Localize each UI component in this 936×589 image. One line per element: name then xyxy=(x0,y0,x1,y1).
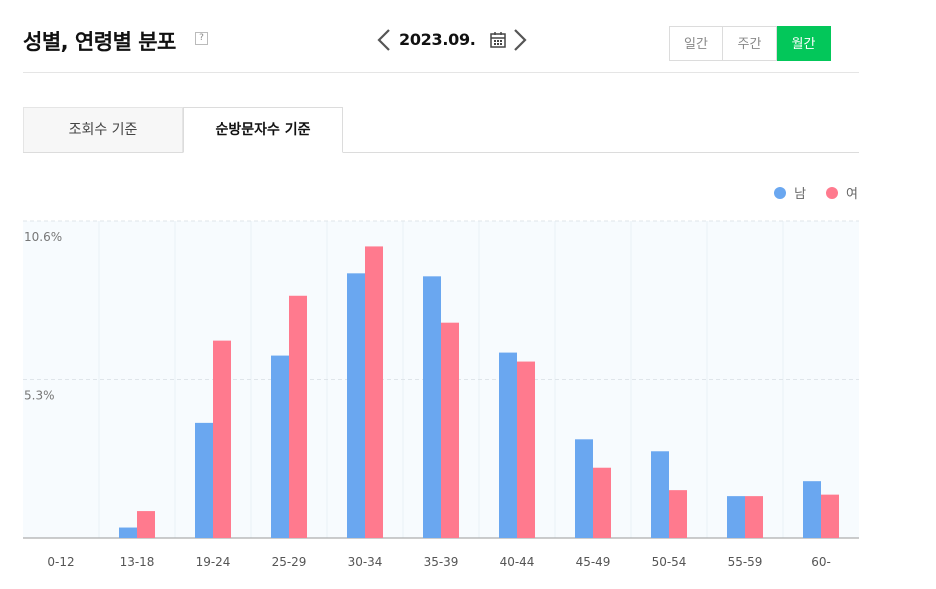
chevron-left-icon[interactable] xyxy=(376,28,392,52)
tab-bar: 조회수 기준 순방문자수 기준 xyxy=(23,107,859,153)
chart-legend: 남 여 xyxy=(774,183,858,202)
x-tick-label: 19-24 xyxy=(196,555,231,569)
calendar-icon[interactable] xyxy=(490,31,506,48)
bar-male-40-44 xyxy=(499,352,517,538)
legend-label-female: 여 xyxy=(846,187,858,202)
x-tick-label: 40-44 xyxy=(500,555,535,569)
legend-item-male[interactable]: 남 xyxy=(774,183,806,202)
bar-male-13-18 xyxy=(119,527,137,538)
bar-male-30-34 xyxy=(347,273,365,538)
bar-female-50-54 xyxy=(669,490,687,538)
chevron-right-icon[interactable] xyxy=(512,28,528,52)
period-toggle: 일간 주간 월간 xyxy=(669,26,831,62)
tab-unique-visitors[interactable]: 순방문자수 기준 xyxy=(183,107,343,153)
period-weekly-button[interactable]: 주간 xyxy=(723,26,777,61)
x-tick-label: 30-34 xyxy=(348,555,383,569)
bar-male-50-54 xyxy=(651,451,669,538)
bar-male-45-49 xyxy=(575,439,593,538)
legend-item-female[interactable]: 여 xyxy=(826,183,858,202)
x-tick-label: 50-54 xyxy=(652,555,687,569)
bar-female-45-49 xyxy=(593,467,611,538)
x-tick-label: 60- xyxy=(811,555,831,569)
bar-female-13-18 xyxy=(137,511,155,538)
bar-female-25-29 xyxy=(289,295,307,538)
bar-female-30-34 xyxy=(365,246,383,539)
bar-female-19-24 xyxy=(213,340,231,538)
bar-male-25-29 xyxy=(271,355,289,538)
legend-dot-female xyxy=(826,186,839,199)
header: 성별, 연령별 분포 ? 2023.09. xyxy=(23,0,859,73)
bar-female-35-39 xyxy=(441,322,459,538)
bar-male-35-39 xyxy=(423,276,441,538)
legend-label-male: 남 xyxy=(794,187,807,202)
period-monthly-button[interactable]: 월간 xyxy=(777,26,831,61)
x-tick-label: 35-39 xyxy=(424,555,459,569)
help-icon[interactable]: ? xyxy=(195,32,208,45)
y-tick-label: 5.3% xyxy=(24,389,55,403)
x-tick-label: 55-59 xyxy=(728,555,763,569)
x-tick-label: 25-29 xyxy=(272,555,307,569)
x-tick-label: 13-18 xyxy=(120,555,155,569)
x-tick-label: 45-49 xyxy=(576,555,611,569)
tab-views[interactable]: 조회수 기준 xyxy=(23,107,183,152)
bar-female-55-59 xyxy=(745,496,763,538)
bar-male-19-24 xyxy=(195,422,213,538)
bar-female-40-44 xyxy=(517,361,535,538)
period-daily-button[interactable]: 일간 xyxy=(669,26,723,61)
y-tick-label: 10.6% xyxy=(24,230,62,244)
date-label: 2023.09. xyxy=(399,30,476,49)
bar-male-60- xyxy=(803,481,821,538)
bar-female-60- xyxy=(821,494,839,538)
x-tick-label: 0-12 xyxy=(47,555,74,569)
page-title: 성별, 연령별 분포 xyxy=(23,30,176,54)
bar-male-55-59 xyxy=(727,496,745,538)
legend-dot-male xyxy=(774,186,787,199)
